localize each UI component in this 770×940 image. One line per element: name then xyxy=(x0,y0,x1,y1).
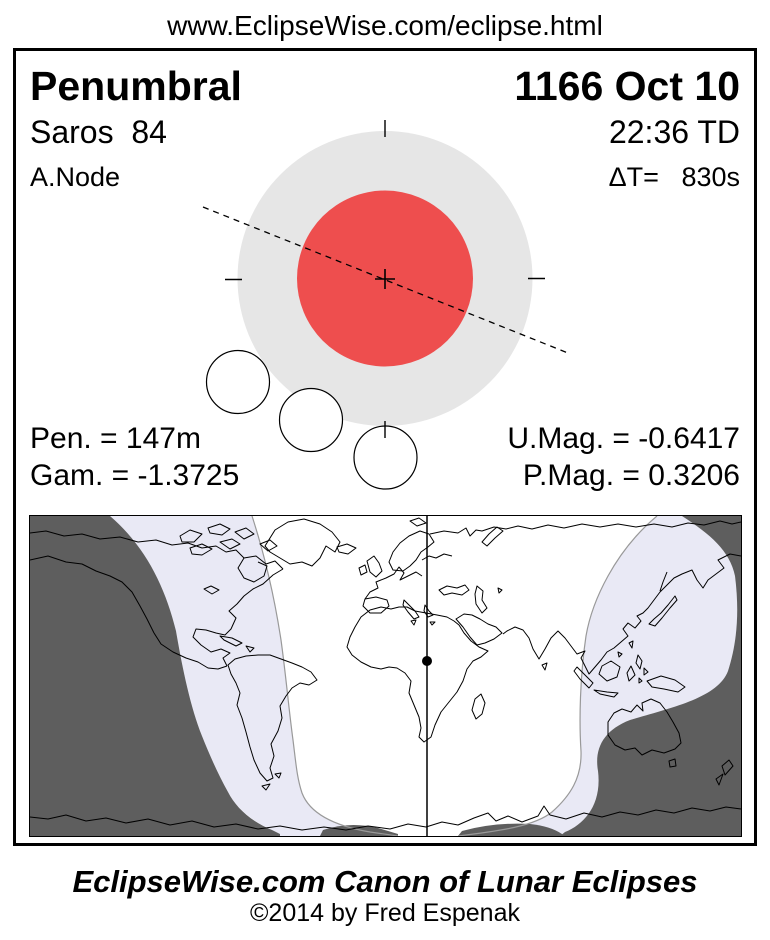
delta-t-label: ΔT= 830s xyxy=(608,162,740,192)
coast-italy xyxy=(402,599,420,626)
copyright-credit: ©2014 by Fred Espenak xyxy=(250,899,520,927)
map-partial-band-west xyxy=(110,516,398,836)
coast-north-america-north xyxy=(29,530,284,570)
coast-japan xyxy=(648,595,678,627)
site-url: www.EclipseWise.com/eclipse.html xyxy=(167,10,603,41)
map-dark-region-west xyxy=(30,516,280,836)
gamma-label: Gam. = -1.3725 xyxy=(30,459,240,492)
shadow-diagram xyxy=(202,120,569,490)
coast-svalbard xyxy=(409,517,427,527)
coast-iceland xyxy=(336,543,357,555)
coast-caspian-sea xyxy=(474,585,503,614)
coast-arabia xyxy=(455,613,503,646)
visibility-map xyxy=(29,515,742,837)
coast-arctic-islands xyxy=(179,523,278,556)
saros-label: Saros 84 xyxy=(30,114,167,150)
penumbral-duration-label: Pen. = 147m xyxy=(30,422,201,455)
coast-indonesia xyxy=(573,660,643,698)
coast-north-america-west xyxy=(29,555,228,670)
penumbral-magnitude-label: P.Mag. = 0.3206 xyxy=(522,459,740,492)
coast-new-guinea xyxy=(646,675,686,693)
coast-sakhalin xyxy=(659,571,668,592)
coast-sri-lanka xyxy=(541,662,548,671)
coast-east-asia xyxy=(502,553,742,675)
penumbral-limit-curve-east xyxy=(457,515,658,837)
footer-title: EclipseWise.com Canon of Lunar Eclipses xyxy=(72,864,698,899)
coast-tierra-del-fuego xyxy=(261,772,282,791)
umbral-magnitude-label: U.Mag. = -0.6417 xyxy=(507,422,740,455)
moon-disc-greatest xyxy=(278,387,344,453)
coast-great-lakes xyxy=(203,585,220,595)
eclipse-panel: Penumbral 1166 Oct 10 Saros 84 22:36 TD … xyxy=(13,48,757,846)
node-label: A.Node xyxy=(30,162,121,192)
visibility-map-svg xyxy=(29,515,742,837)
coast-greenland xyxy=(264,518,341,567)
map-partial-band-east xyxy=(458,516,738,836)
coast-novaya-zemlya xyxy=(481,526,504,547)
eclipse-date-label: 1166 Oct 10 xyxy=(514,63,740,109)
coastlines xyxy=(29,517,742,831)
coast-iberia xyxy=(362,596,390,614)
map-dark-region-east xyxy=(560,516,741,836)
coast-tasmania xyxy=(668,758,677,768)
time-label: 22:36 TD xyxy=(608,114,740,150)
coast-russia-north xyxy=(429,520,742,537)
coast-british-isles xyxy=(358,555,383,578)
coast-scandinavia xyxy=(388,530,435,572)
coast-north-america-east xyxy=(192,568,284,667)
eclipse-type-label: Penumbral xyxy=(30,63,242,109)
penumbral-limit-curve-west xyxy=(251,515,399,837)
coast-new-zealand xyxy=(715,759,734,786)
coast-taiwan-philippines xyxy=(617,640,649,676)
coast-black-sea xyxy=(438,584,470,596)
sub-lunar-point xyxy=(422,656,432,666)
coast-greece xyxy=(423,604,436,626)
coast-africa xyxy=(346,606,489,743)
coast-caribbean xyxy=(219,635,255,653)
coast-madagascar xyxy=(471,693,486,720)
coast-south-america xyxy=(227,654,318,782)
moon-disc-first-contact xyxy=(205,349,271,415)
coast-australia xyxy=(607,698,682,756)
coast-hudson-bay xyxy=(237,557,268,583)
coast-antarctica xyxy=(29,805,742,831)
